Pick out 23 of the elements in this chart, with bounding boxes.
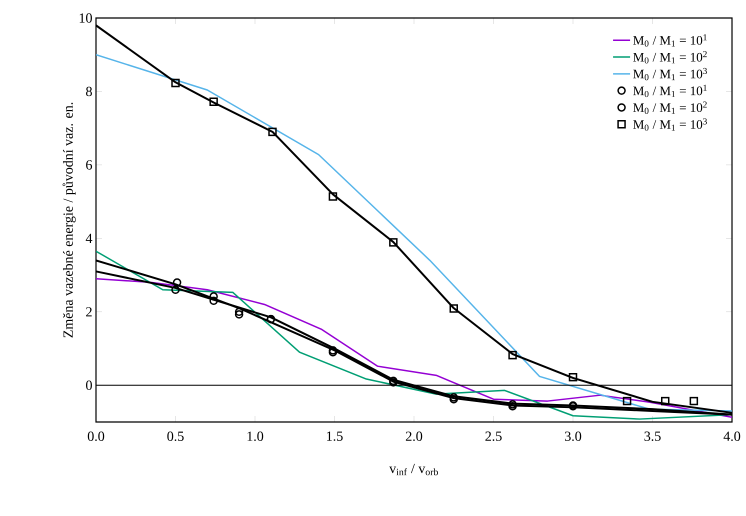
y-tick-label: 6: [86, 160, 92, 170]
x-axis-title: v$_{inf}$ / v$_{orb}$: [389, 464, 438, 476]
y-tick-label: 4: [86, 234, 92, 243]
y-tick-label: 8: [86, 86, 92, 96]
x-tick-label: 2.5: [485, 432, 502, 441]
y-tick-label: 0: [86, 380, 92, 390]
legend-label: M$_{0}$ / M$_{1}$ = 10$^{1}$: [633, 34, 707, 47]
x-tick-label: 1.0: [248, 432, 264, 441]
x-tick-label: 0.0: [88, 432, 104, 441]
x-tick-label: 3.0: [564, 432, 582, 441]
x-tick-label: 3.5: [644, 432, 661, 441]
x-tick-label: 4.0: [724, 432, 740, 441]
legend-label: M$_{0}$ / M$_{1}$ = 10$^{2}$: [633, 102, 707, 114]
x-tick-label: 2.0: [406, 432, 422, 441]
legend-label: M$_{0}$ / M$_{1}$ = 10$^{1}$: [633, 84, 707, 98]
y-axis-title: Změna vazebné energie / původní vaz. en.: [62, 102, 76, 338]
y-tick-label: 10: [80, 13, 92, 23]
y-tick-label: 2: [86, 307, 92, 316]
legend-label: M$_{0}$ / M$_{1}$ = 10$^{3}$: [633, 118, 707, 131]
legend-label: M$_{0}$ / M$_{1}$ = 10$^{2}$: [633, 51, 707, 64]
x-tick-label: 1.5: [327, 432, 343, 441]
legend-label: M$_{0}$ / M$_{1}$ = 10$^{3}$: [633, 68, 707, 80]
x-tick-label: 0.5: [167, 432, 184, 441]
